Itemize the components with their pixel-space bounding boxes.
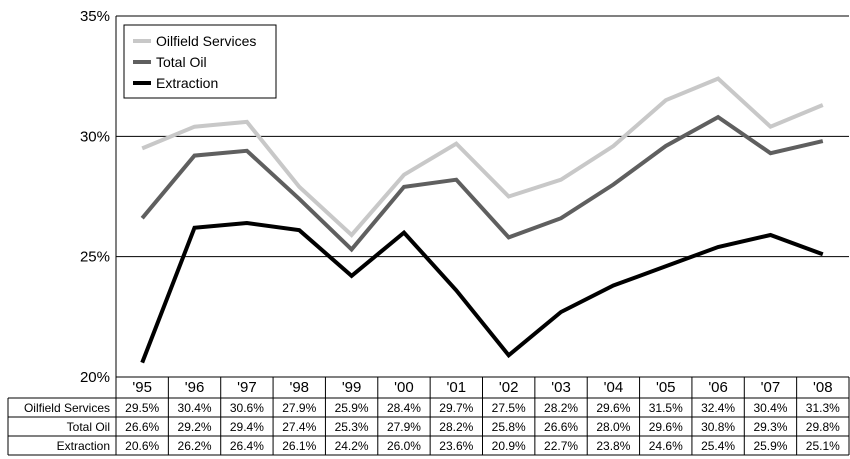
table-cell: 30.4% bbox=[178, 401, 212, 415]
table-cell: 31.3% bbox=[806, 401, 840, 415]
table-row-label: Total Oil bbox=[67, 420, 110, 434]
table-cell: 27.9% bbox=[387, 420, 421, 434]
table-cell: 25.3% bbox=[335, 420, 369, 434]
table-cell: 29.6% bbox=[596, 401, 630, 415]
table-cell: 22.7% bbox=[544, 439, 578, 453]
x-tick-label: '01 bbox=[447, 379, 467, 396]
table-cell: 25.8% bbox=[492, 420, 526, 434]
data-table: Oilfield Services 29.5% 30.4% 30.6% 27.9% 25.… bbox=[7, 377, 850, 456]
table-cell: 30.6% bbox=[230, 401, 264, 415]
x-tick-label: '06 bbox=[708, 379, 728, 396]
table-cell: 28.2% bbox=[544, 401, 578, 415]
table-cell: 20.9% bbox=[492, 439, 526, 453]
table-cell: 23.8% bbox=[596, 439, 630, 453]
table-cell: 28.0% bbox=[596, 420, 630, 434]
table-cell: 28.2% bbox=[439, 420, 473, 434]
x-tick-label: '99 bbox=[342, 379, 362, 396]
x-tick-label: '08 bbox=[813, 379, 833, 396]
table-cell: 28.4% bbox=[387, 401, 421, 415]
table-cell: 29.7% bbox=[439, 401, 473, 415]
table-cell: 25.1% bbox=[806, 439, 840, 453]
x-tick-label: '00 bbox=[394, 379, 414, 396]
table-cell: 27.9% bbox=[282, 401, 316, 415]
y-tick-label: 20% bbox=[80, 369, 110, 386]
table-cell: 25.9% bbox=[753, 439, 787, 453]
legend-label: Extraction bbox=[156, 75, 218, 91]
series-lines bbox=[140, 76, 824, 364]
table-cell: 26.6% bbox=[125, 420, 159, 434]
table-cell: 26.2% bbox=[178, 439, 212, 453]
y-tick-label: 25% bbox=[80, 249, 110, 266]
legend: Oilfield Services Total Oil Extraction bbox=[123, 24, 277, 99]
table-cell: 29.6% bbox=[649, 420, 683, 434]
table-cell: 29.3% bbox=[753, 420, 787, 434]
table-cell: 29.8% bbox=[806, 420, 840, 434]
table-cell: 29.5% bbox=[125, 401, 159, 415]
table-cell: 32.4% bbox=[701, 401, 735, 415]
table-cell: 25.4% bbox=[701, 439, 735, 453]
table-cell: 24.2% bbox=[335, 439, 369, 453]
x-tick-label: '04 bbox=[604, 379, 624, 396]
table-row-label: Extraction bbox=[57, 439, 110, 453]
table-cell: 30.8% bbox=[701, 420, 735, 434]
x-tick-label: '96 bbox=[185, 379, 205, 396]
table-cell: 26.4% bbox=[230, 439, 264, 453]
y-tick-label: 30% bbox=[80, 128, 110, 145]
y-tick-label: 35% bbox=[80, 8, 110, 25]
table-cell: 23.6% bbox=[439, 439, 473, 453]
series-line-extraction bbox=[140, 220, 824, 364]
x-tick-label: '97 bbox=[237, 379, 257, 396]
table-cell: 26.6% bbox=[544, 420, 578, 434]
legend-label: Oilfield Services bbox=[156, 33, 256, 49]
table-row-label: Oilfield Services bbox=[24, 401, 110, 415]
table-cell: 30.4% bbox=[753, 401, 787, 415]
series-line-oilfield-services bbox=[141, 76, 824, 238]
table-cell: 20.6% bbox=[125, 439, 159, 453]
table-cell: 29.4% bbox=[230, 420, 264, 434]
table-cell: 29.2% bbox=[178, 420, 212, 434]
table-cell: 26.0% bbox=[387, 439, 421, 453]
table-cell: 27.4% bbox=[282, 420, 316, 434]
legend-label: Total Oil bbox=[156, 54, 207, 70]
x-tick-label: '98 bbox=[289, 379, 309, 396]
table-cell: 24.6% bbox=[649, 439, 683, 453]
table-cell: 31.5% bbox=[649, 401, 683, 415]
x-tick-label: '03 bbox=[551, 379, 571, 396]
table-cell: 27.5% bbox=[492, 401, 526, 415]
series-line-total-oil bbox=[140, 114, 824, 253]
x-tick-label: '95 bbox=[132, 379, 152, 396]
x-tick-label: '07 bbox=[761, 379, 781, 396]
x-tick-label: '02 bbox=[499, 379, 519, 396]
gridlines bbox=[116, 15, 849, 258]
x-tick-label: '05 bbox=[656, 379, 676, 396]
table-cell: 25.9% bbox=[335, 401, 369, 415]
table-cell: 26.1% bbox=[282, 439, 316, 453]
